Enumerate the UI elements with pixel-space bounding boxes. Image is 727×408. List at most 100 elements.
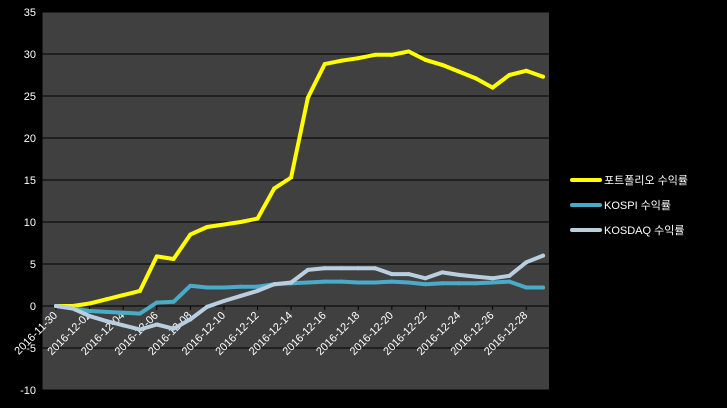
data-point (255, 288, 260, 293)
data-point (373, 280, 378, 285)
y-tick-label: -10 (20, 385, 36, 397)
data-point (188, 317, 193, 322)
data-point (373, 52, 378, 57)
data-point (473, 281, 478, 286)
data-point (339, 266, 344, 271)
data-point (87, 314, 92, 319)
data-point (423, 276, 428, 281)
data-point (137, 327, 142, 332)
data-point (339, 58, 344, 63)
data-point (423, 57, 428, 62)
data-point (289, 175, 294, 180)
legend: 포트폴리오 수익률 KOSPI 수익률 KOSDAQ 수익률 (570, 174, 688, 237)
legend-label: 포트폴리오 수익률 (604, 174, 688, 187)
data-point (406, 272, 411, 277)
data-point (322, 266, 327, 271)
data-point (205, 225, 210, 230)
data-point (305, 95, 310, 100)
data-point (272, 186, 277, 191)
y-tick-label: 35 (24, 7, 36, 19)
data-point (221, 222, 226, 227)
data-point (171, 326, 176, 331)
series-line-0 (54, 49, 545, 308)
data-point (121, 323, 126, 328)
data-point (121, 293, 126, 298)
data-point (137, 311, 142, 316)
y-tick-label: 15 (24, 175, 36, 187)
data-point (154, 300, 159, 305)
data-point (507, 279, 512, 284)
data-point (154, 322, 159, 327)
legend-label: KOSDAQ 수익률 (604, 224, 684, 237)
y-tick-label: 0 (30, 301, 36, 313)
data-point (507, 273, 512, 278)
data-point (255, 284, 260, 289)
data-point (87, 301, 92, 306)
data-point (238, 284, 243, 289)
data-point (205, 285, 210, 290)
data-point (171, 256, 176, 261)
data-point (238, 220, 243, 224)
data-point (205, 304, 210, 309)
data-point (389, 52, 394, 57)
series-line-1 (54, 279, 545, 316)
data-point (389, 279, 394, 284)
legend-label: KOSPI 수익률 (604, 199, 671, 212)
data-point (473, 274, 478, 279)
data-point (87, 309, 92, 314)
data-point (423, 282, 428, 287)
y-tick-label: 30 (24, 49, 36, 61)
data-point (322, 62, 327, 67)
y-tick-label: 20 (24, 133, 36, 145)
data-point (356, 280, 361, 285)
data-point (70, 306, 75, 311)
y-axis: -10 -5 0 5 10 15 20 25 30 35 (20, 7, 43, 397)
data-point (440, 62, 445, 67)
data-point (473, 76, 478, 81)
data-point (322, 279, 327, 284)
data-point (490, 276, 495, 281)
data-point (238, 293, 243, 298)
series-line-2 (54, 253, 545, 332)
data-point (221, 298, 226, 303)
data-point (272, 282, 277, 287)
data-point (541, 285, 545, 290)
data-point (137, 288, 142, 293)
data-point (104, 309, 109, 314)
data-point (373, 266, 378, 271)
data-point (221, 285, 226, 290)
y-tick-label: 25 (24, 91, 36, 103)
data-point (457, 281, 462, 286)
data-point (490, 85, 495, 90)
data-point (188, 283, 193, 288)
data-point (104, 297, 109, 302)
data-point (305, 280, 310, 285)
data-point (104, 319, 109, 324)
data-point (457, 272, 462, 277)
data-point (389, 272, 394, 277)
data-point (406, 49, 411, 54)
data-point (154, 254, 159, 259)
y-tick-label: 5 (30, 259, 36, 271)
data-point (440, 281, 445, 286)
data-point (457, 69, 462, 74)
data-point (440, 270, 445, 275)
data-point (490, 280, 495, 285)
data-point (541, 253, 545, 258)
data-point (406, 280, 411, 285)
data-point (289, 280, 294, 285)
data-point (255, 216, 260, 221)
y-tick-label: 10 (24, 217, 36, 229)
data-point (188, 232, 193, 237)
y-tick-label: -5 (26, 343, 36, 355)
data-point (305, 267, 310, 272)
data-point (171, 299, 176, 304)
data-point (541, 74, 545, 79)
series-group (54, 49, 545, 332)
data-point (524, 68, 529, 73)
data-point (524, 285, 529, 290)
data-point (524, 260, 529, 265)
data-point (356, 266, 361, 271)
